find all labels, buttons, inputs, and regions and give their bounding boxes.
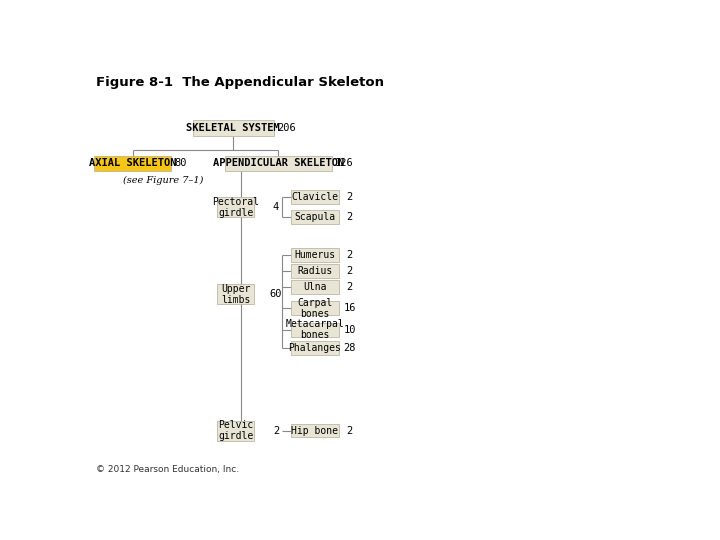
- Text: Pectoral
girdle: Pectoral girdle: [212, 197, 259, 218]
- Text: Pelvic
girdle: Pelvic girdle: [218, 420, 253, 441]
- Text: Radius: Radius: [297, 266, 333, 276]
- FancyBboxPatch shape: [291, 248, 339, 262]
- Text: Clavicle: Clavicle: [292, 192, 338, 202]
- FancyBboxPatch shape: [291, 280, 339, 294]
- FancyBboxPatch shape: [94, 156, 171, 171]
- Text: © 2012 Pearson Education, Inc.: © 2012 Pearson Education, Inc.: [96, 465, 239, 475]
- Text: Hip bone: Hip bone: [292, 426, 338, 436]
- FancyBboxPatch shape: [291, 264, 339, 278]
- Text: 2: 2: [273, 426, 279, 436]
- Text: Carpal
bones: Carpal bones: [297, 298, 333, 319]
- FancyBboxPatch shape: [217, 421, 254, 441]
- Text: AXIAL SKELETON: AXIAL SKELETON: [89, 158, 176, 168]
- Text: (see Figure 7–1): (see Figure 7–1): [123, 176, 204, 185]
- FancyBboxPatch shape: [291, 301, 339, 315]
- FancyBboxPatch shape: [291, 341, 339, 355]
- Text: 2: 2: [346, 266, 353, 276]
- FancyBboxPatch shape: [225, 156, 332, 171]
- Text: 80: 80: [174, 158, 187, 168]
- FancyBboxPatch shape: [291, 211, 339, 224]
- FancyBboxPatch shape: [291, 323, 339, 336]
- Text: 206: 206: [277, 123, 296, 133]
- FancyBboxPatch shape: [217, 284, 254, 304]
- Text: Figure 8-1  The Appendicular Skeleton: Figure 8-1 The Appendicular Skeleton: [96, 76, 384, 89]
- Text: 2: 2: [346, 192, 353, 202]
- Text: APPENDICULAR SKELETON: APPENDICULAR SKELETON: [212, 158, 344, 168]
- Text: Metacarpal
bones: Metacarpal bones: [285, 319, 344, 340]
- FancyBboxPatch shape: [193, 120, 274, 136]
- Text: 2: 2: [346, 426, 353, 436]
- Text: 60: 60: [270, 289, 282, 299]
- Text: 28: 28: [343, 343, 356, 353]
- Text: 2: 2: [346, 282, 353, 292]
- Text: 4: 4: [273, 202, 279, 212]
- Text: Upper
limbs: Upper limbs: [221, 284, 251, 305]
- Text: 16: 16: [343, 303, 356, 313]
- Text: 2: 2: [346, 250, 353, 260]
- Text: Phalanges: Phalanges: [288, 343, 341, 353]
- Text: Ulna: Ulna: [303, 282, 326, 292]
- Text: 2: 2: [346, 212, 353, 222]
- Text: Humerus: Humerus: [294, 250, 336, 260]
- FancyBboxPatch shape: [291, 423, 339, 437]
- FancyBboxPatch shape: [291, 190, 339, 204]
- Text: 10: 10: [343, 325, 356, 335]
- Text: SKELETAL SYSTEM: SKELETAL SYSTEM: [186, 123, 280, 133]
- Text: 126: 126: [335, 158, 354, 168]
- Text: Scapula: Scapula: [294, 212, 336, 222]
- FancyBboxPatch shape: [217, 197, 254, 217]
